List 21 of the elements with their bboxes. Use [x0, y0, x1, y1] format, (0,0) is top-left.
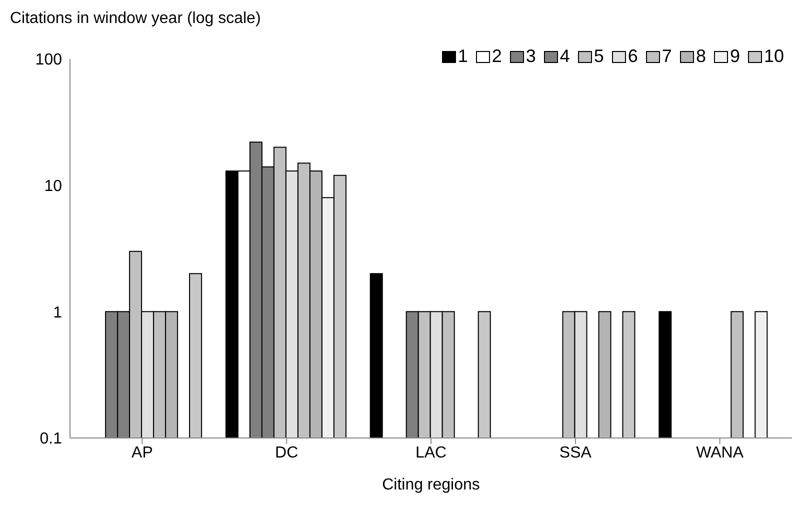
legend-label: 7	[662, 46, 672, 67]
legend-label: 10	[764, 46, 784, 67]
legend-label: 4	[560, 46, 570, 67]
legend-label: 8	[696, 46, 706, 67]
y-tick-label: 0.1	[40, 430, 62, 448]
x-tick-label: WANA	[696, 444, 744, 462]
legend-label: 3	[526, 46, 536, 67]
y-axis-title: Citations in window year (log scale)	[10, 10, 261, 28]
legend-label: 5	[594, 46, 604, 67]
legend-label: 6	[628, 46, 638, 67]
legend-label: 1	[458, 46, 468, 67]
legend-label: 2	[492, 46, 502, 67]
legend-label: 9	[730, 46, 740, 67]
x-axis-title: Citing regions	[382, 476, 480, 494]
x-tick-label: SSA	[559, 444, 592, 462]
x-tick-label: DC	[275, 444, 298, 462]
x-tick-label: LAC	[415, 444, 447, 462]
y-tick-label: 1	[53, 304, 62, 322]
y-tick-label: 10	[44, 178, 62, 196]
x-tick-label: AP	[132, 444, 153, 462]
y-tick-label: 100	[35, 52, 62, 69]
